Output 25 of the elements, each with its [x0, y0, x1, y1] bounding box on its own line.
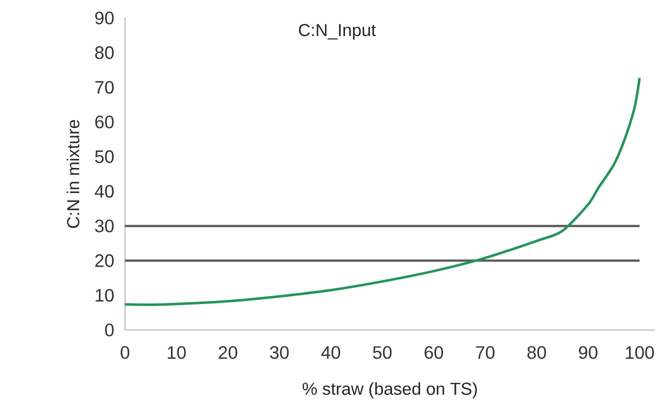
y-tick-label: 80 — [95, 46, 114, 60]
x-tick-label: 30 — [270, 346, 289, 359]
x-tick-label: 70 — [476, 346, 495, 359]
x-tick-label: 90 — [578, 346, 598, 359]
x-tick-label: 10 — [168, 346, 186, 359]
chart-title: C:N_Input — [298, 24, 376, 40]
x-tick-label: 60 — [424, 346, 444, 359]
y-tick-label: 50 — [95, 150, 114, 164]
x-axis-title: % straw (based on TS) — [302, 382, 477, 398]
x-tick-label: 100 — [626, 346, 654, 359]
x-tick-label: 80 — [527, 346, 546, 359]
y-axis-title: C:N in mixture — [66, 120, 80, 228]
y-tick-label: 70 — [95, 80, 114, 94]
y-tick-label: 60 — [95, 116, 114, 128]
y-tick-label: 10 — [96, 288, 114, 302]
y-tick-label: 0 — [105, 324, 114, 336]
x-tick-label: 50 — [372, 346, 392, 359]
y-tick-label: 30 — [95, 220, 114, 232]
y-tick-label: 40 — [94, 184, 114, 198]
y-tick-label: 20 — [95, 254, 114, 268]
x-tick-label: 20 — [218, 346, 238, 359]
y-tick-label: 90 — [95, 12, 114, 24]
line-series — [124, 76, 641, 306]
x-tick-label: 0 — [120, 346, 130, 359]
x-tick-label: 40 — [321, 346, 340, 359]
